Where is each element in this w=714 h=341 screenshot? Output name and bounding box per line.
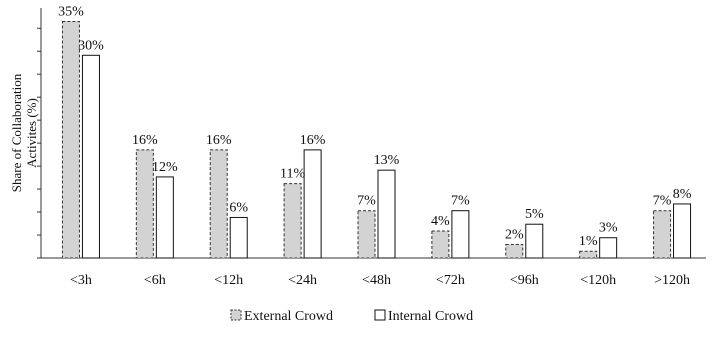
bar-internal-crowd	[303, 149, 322, 259]
data-label-internal-crowd: 3%	[599, 221, 618, 236]
bar-external-crowd	[283, 183, 302, 259]
legend-label-internal-crowd: Internal Crowd	[388, 309, 473, 324]
bar-external-crowd	[135, 149, 154, 259]
x-tick-label: <24h	[288, 273, 317, 288]
legend-label-external-crowd: External Crowd	[244, 309, 333, 324]
data-label-internal-crowd: 7%	[451, 194, 470, 209]
bar-external-crowd	[579, 250, 598, 259]
bar-internal-crowd	[451, 210, 470, 259]
legend-swatch-internal-crowd	[374, 309, 386, 321]
data-label-external-crowd: 7%	[653, 194, 672, 209]
bar-external-crowd	[357, 210, 376, 259]
data-label-external-crowd: 1%	[579, 234, 598, 249]
x-tick-label: >120h	[654, 273, 690, 288]
x-tick-label: <96h	[510, 273, 539, 288]
x-tick-label: <6h	[144, 273, 166, 288]
data-label-internal-crowd: 8%	[673, 187, 692, 202]
legend: External Crowd Internal Crowd	[230, 309, 473, 324]
x-tick-label: <72h	[436, 273, 465, 288]
bar-internal-crowd	[81, 54, 100, 259]
data-label-internal-crowd: 6%	[229, 200, 248, 215]
bars	[61, 21, 692, 259]
x-tick-label: <12h	[214, 273, 243, 288]
legend-swatch-external-crowd	[230, 309, 242, 321]
bar-internal-crowd	[229, 216, 248, 259]
data-label-external-crowd: 11%	[280, 167, 305, 182]
bar-internal-crowd	[155, 176, 174, 259]
data-label-internal-crowd: 12%	[152, 160, 178, 175]
bar-internal-crowd	[525, 223, 544, 259]
data-labels: 35%30%16%12%16%6%11%16%7%13%4%7%2%5%1%3%…	[58, 5, 692, 250]
x-tick-labels: <3h <6h <12h <24h <48h <72h <96h <120h >120h	[70, 273, 690, 288]
y-axis-label-line-2: Activites (%)	[24, 98, 39, 168]
bar-internal-crowd	[377, 169, 396, 259]
data-label-external-crowd: 4%	[431, 214, 450, 229]
x-tick-label: <48h	[362, 273, 391, 288]
y-axis-label-line-1: Share of Collaboration	[9, 73, 24, 192]
data-label-internal-crowd: 5%	[525, 207, 544, 222]
bar-external-crowd	[209, 149, 228, 259]
bar-external-crowd	[505, 243, 524, 259]
data-label-internal-crowd: 16%	[300, 133, 326, 148]
data-label-internal-crowd: 30%	[78, 38, 104, 53]
data-label-external-crowd: 2%	[505, 227, 524, 242]
data-label-external-crowd: 16%	[132, 133, 158, 148]
bar-external-crowd	[431, 230, 450, 259]
data-label-external-crowd: 16%	[206, 133, 232, 148]
bar-internal-crowd	[673, 203, 692, 259]
data-label-external-crowd: 35%	[58, 5, 84, 20]
bar-internal-crowd	[599, 237, 618, 259]
x-tick-label: <3h	[70, 273, 92, 288]
bar-external-crowd	[653, 210, 672, 259]
x-tick-label: <120h	[580, 273, 616, 288]
data-label-external-crowd: 7%	[357, 194, 376, 209]
data-label-internal-crowd: 13%	[374, 153, 400, 168]
bar-external-crowd	[61, 21, 80, 259]
